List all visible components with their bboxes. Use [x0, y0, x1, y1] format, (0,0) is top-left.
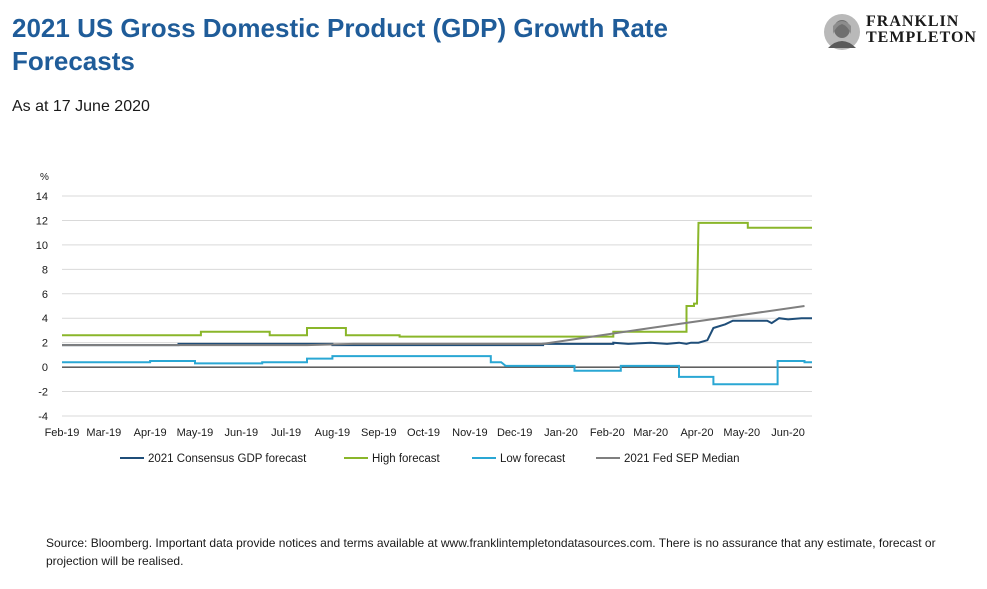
x-tick-label: May-19 — [177, 427, 214, 439]
series-line — [62, 355, 812, 386]
y-tick-label: 12 — [36, 215, 48, 227]
x-tick-label: May-20 — [723, 427, 760, 439]
logo-line-1: FRANKLIN — [866, 13, 960, 30]
series-line — [62, 317, 812, 347]
y-tick-label: -4 — [38, 411, 48, 423]
franklin-templeton-logo: FRANKLIN TEMPLETON — [822, 12, 982, 52]
legend-label: 2021 Consensus GDP forecast — [148, 453, 307, 465]
x-tick-label: Feb-20 — [590, 427, 625, 439]
gdp-forecast-line-chart: % -4 -2 0 2 4 6 8 10 12 14 Feb-19 Mar-19 Apr-19 May-19… — [36, 172, 812, 465]
logo-wordmark: FRANKLIN TEMPLETON — [866, 14, 977, 46]
y-tick-label: 8 — [42, 264, 48, 276]
x-tick-label: Apr-20 — [680, 427, 713, 439]
x-tick-label: Jan-20 — [544, 427, 578, 439]
x-tick-label: Dec-19 — [497, 427, 532, 439]
x-tick-label: Nov-19 — [452, 427, 487, 439]
logo-line-2: TEMPLETON — [866, 29, 977, 46]
chart-title: 2021 US Gross Domestic Product (GDP) Gro… — [12, 13, 668, 76]
x-tick-label: Feb-19 — [45, 427, 80, 439]
x-tick-label: Jul-19 — [271, 427, 301, 439]
x-tick-label: Aug-19 — [315, 427, 350, 439]
y-tick-label: -2 — [38, 387, 48, 399]
gridlines — [62, 195, 812, 417]
y-tick-label: 4 — [42, 313, 48, 325]
source-footnote: Source: Bloomberg. Important data provid… — [46, 536, 936, 568]
x-tick-label: Mar-20 — [633, 427, 668, 439]
x-tick-label: Jun-19 — [224, 427, 258, 439]
x-tick-label: Jun-20 — [771, 427, 805, 439]
legend-label: 2021 Fed SEP Median — [624, 453, 740, 465]
y-axis-unit-label: % — [40, 172, 49, 183]
axes: % -4 -2 0 2 4 6 8 10 12 14 Feb-19 Mar-19 Apr-19 May-19… — [36, 172, 805, 439]
series-line — [62, 221, 812, 338]
y-tick-label: 0 — [42, 362, 48, 374]
y-tick-label: 14 — [36, 191, 48, 203]
legend: 2021 Consensus GDP forecast High forecast… — [120, 453, 740, 465]
y-tick-label: 6 — [42, 289, 48, 301]
x-tick-label: Mar-19 — [86, 427, 121, 439]
x-tick-label: Apr-19 — [134, 427, 167, 439]
x-tick-label: Sep-19 — [361, 427, 396, 439]
y-tick-label: 2 — [42, 338, 48, 350]
legend-label: High forecast — [372, 453, 441, 465]
series-lines — [62, 221, 812, 386]
y-tick-label: 10 — [36, 240, 48, 252]
x-tick-label: Oct-19 — [407, 427, 440, 439]
chart-subtitle: As at 17 June 2020 — [12, 98, 150, 115]
benjamin-franklin-portrait-icon — [824, 14, 860, 50]
series-line — [62, 305, 805, 347]
legend-label: Low forecast — [500, 453, 566, 465]
